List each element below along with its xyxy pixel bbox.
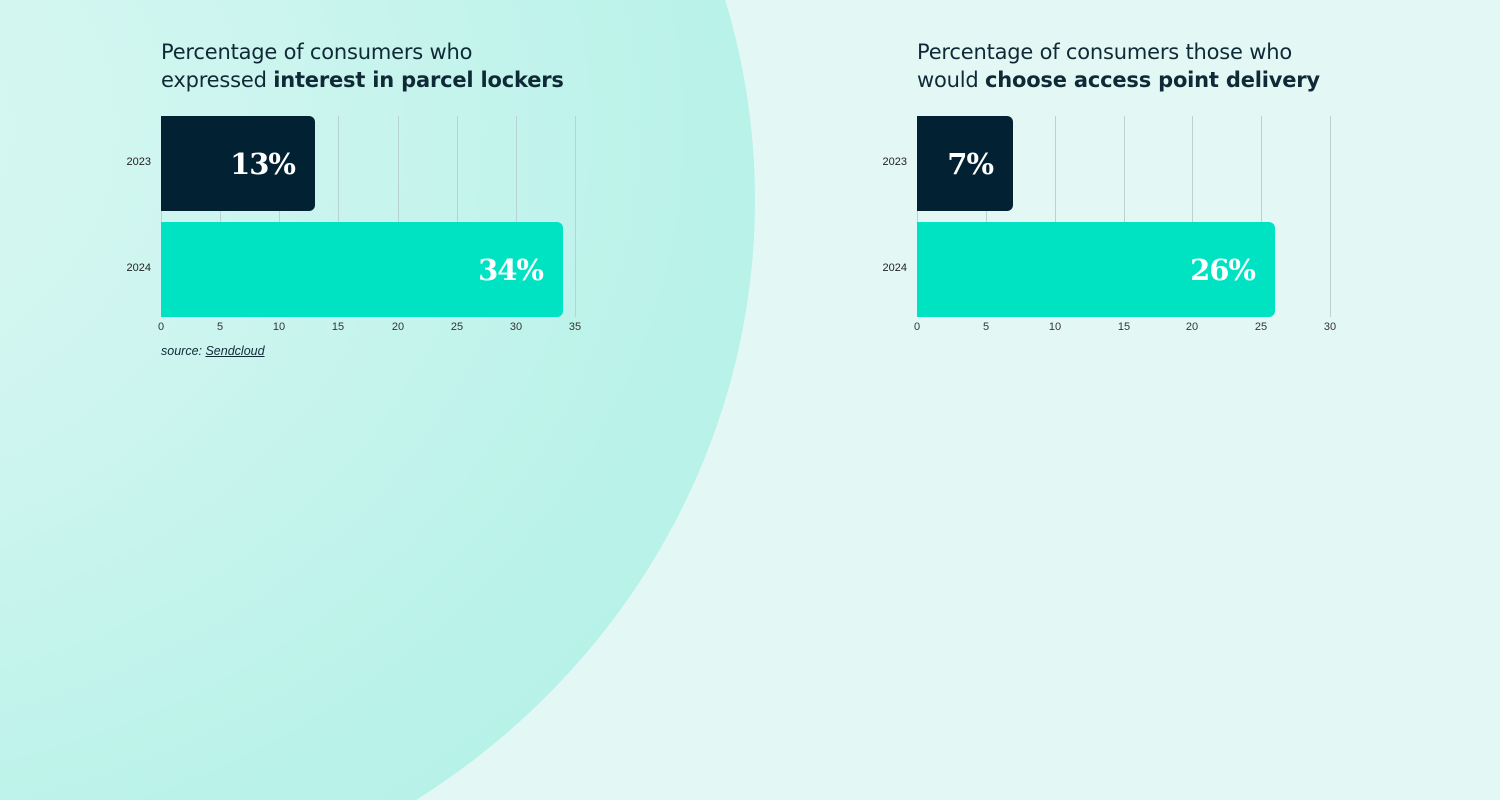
y-axis-label: 2024 bbox=[882, 262, 907, 274]
bar-2023: 7% bbox=[917, 116, 1013, 211]
x-tick: 5 bbox=[216, 321, 224, 333]
y-axis-label: 2023 bbox=[882, 156, 907, 168]
x-tick: 25 bbox=[1254, 321, 1268, 333]
x-tick: 35 bbox=[568, 321, 582, 333]
x-tick: 0 bbox=[913, 321, 921, 333]
bar-value-label: 13% bbox=[230, 146, 296, 181]
source-note: source: Sendcloud bbox=[161, 344, 265, 358]
gridline bbox=[220, 116, 221, 317]
gridline bbox=[457, 116, 458, 317]
bar-value-label: 7% bbox=[947, 146, 994, 181]
bar-value-label: 26% bbox=[1190, 252, 1256, 287]
gridline bbox=[1124, 116, 1125, 317]
x-tick: 15 bbox=[1117, 321, 1131, 333]
gridline bbox=[398, 116, 399, 317]
gridline bbox=[161, 116, 162, 317]
title-highlight: interest in parcel lockers bbox=[273, 68, 564, 92]
gridline bbox=[1261, 116, 1262, 317]
x-tick: 15 bbox=[331, 321, 345, 333]
bar-2023: 13% bbox=[161, 116, 315, 211]
x-tick: 0 bbox=[157, 321, 165, 333]
x-tick: 30 bbox=[509, 321, 523, 333]
y-axis-label: 2024 bbox=[126, 262, 151, 274]
bar-value-label: 34% bbox=[478, 252, 544, 287]
chart-title: Percentage of consumers who expressed in… bbox=[161, 40, 564, 92]
y-axis-label: 2023 bbox=[126, 156, 151, 168]
gridline bbox=[338, 116, 339, 317]
chart-title: Percentage of consumers those who would … bbox=[917, 40, 1320, 92]
gridline bbox=[279, 116, 280, 317]
x-tick: 25 bbox=[450, 321, 464, 333]
gridline bbox=[1192, 116, 1193, 317]
gridline bbox=[575, 116, 576, 317]
plot-area: 13% 34% 2023 2024 0 5 10 15 20 25 30 35 bbox=[127, 116, 581, 333]
gridline bbox=[917, 116, 918, 317]
source-link[interactable]: Sendcloud bbox=[205, 344, 265, 358]
x-tick: 10 bbox=[1048, 321, 1062, 333]
bar-2024: 34% bbox=[161, 222, 563, 317]
plot-area: 7% 26% 2023 2024 0 5 10 15 20 25 30 bbox=[883, 116, 1336, 333]
gridline bbox=[1055, 116, 1056, 317]
x-tick: 30 bbox=[1323, 321, 1337, 333]
x-tick: 20 bbox=[391, 321, 405, 333]
x-tick: 20 bbox=[1185, 321, 1199, 333]
gridline bbox=[986, 116, 987, 317]
bar-2024: 26% bbox=[917, 222, 1275, 317]
x-tick: 5 bbox=[982, 321, 990, 333]
title-highlight: choose access point delivery bbox=[984, 68, 1320, 92]
x-tick: 10 bbox=[272, 321, 286, 333]
gridline bbox=[516, 116, 517, 317]
gridline bbox=[1330, 116, 1331, 317]
